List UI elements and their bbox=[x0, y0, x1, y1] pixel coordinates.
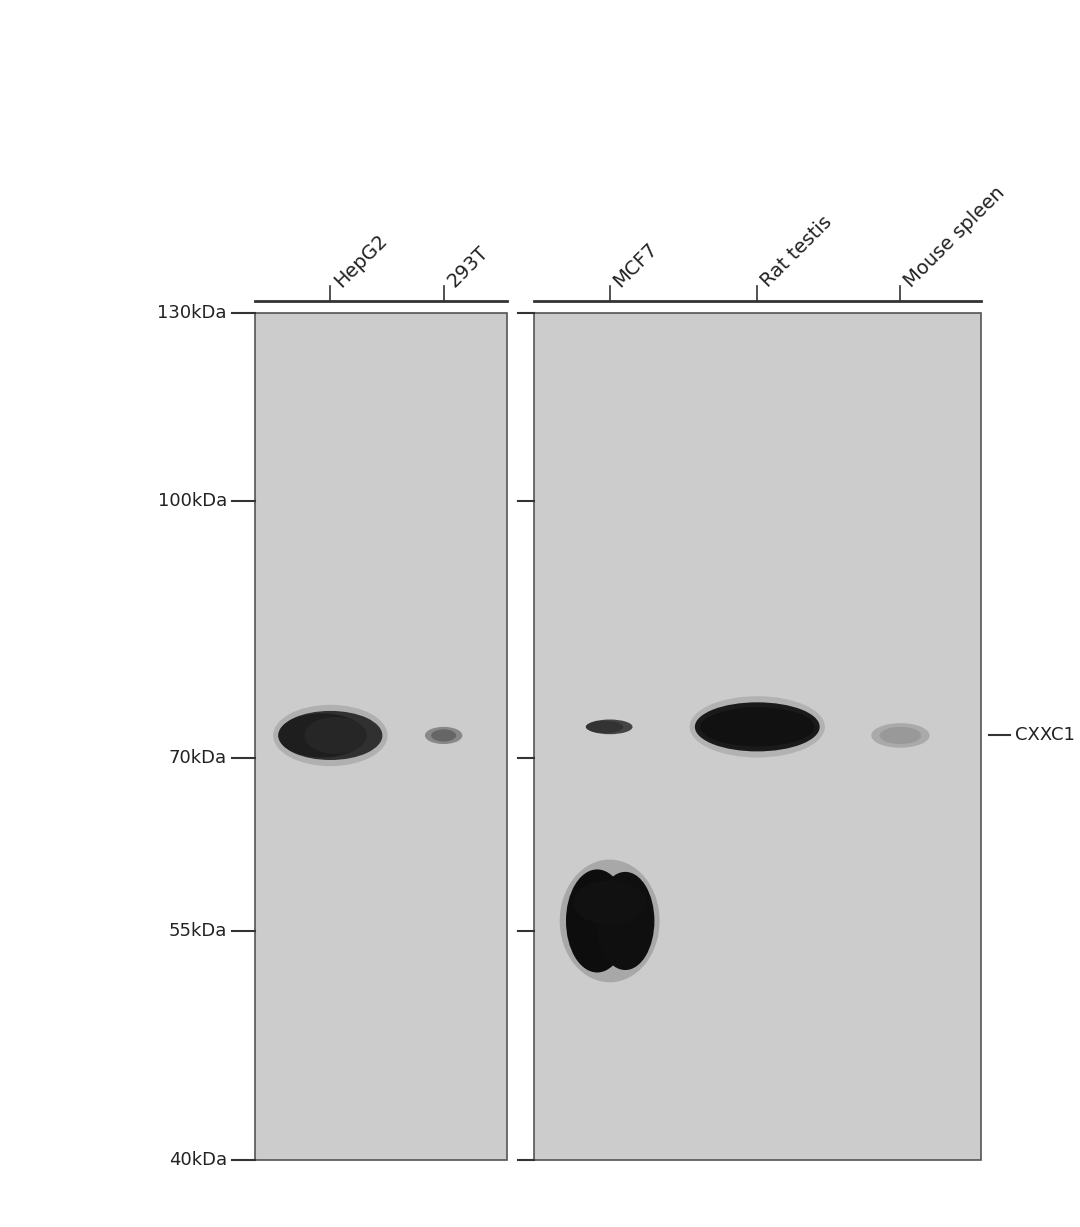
Text: 100kDa: 100kDa bbox=[158, 492, 227, 510]
Ellipse shape bbox=[596, 872, 654, 971]
Ellipse shape bbox=[559, 860, 660, 983]
Text: 130kDa: 130kDa bbox=[158, 304, 227, 321]
Ellipse shape bbox=[573, 881, 646, 925]
Ellipse shape bbox=[566, 870, 629, 973]
Text: MCF7: MCF7 bbox=[610, 239, 661, 291]
Bar bbox=[255, 313, 507, 1160]
Ellipse shape bbox=[879, 726, 921, 744]
Ellipse shape bbox=[279, 713, 366, 757]
Ellipse shape bbox=[694, 702, 820, 751]
Ellipse shape bbox=[431, 729, 456, 741]
Ellipse shape bbox=[273, 704, 388, 766]
Text: CXXC1: CXXC1 bbox=[1015, 726, 1075, 745]
Text: HepG2: HepG2 bbox=[330, 231, 391, 291]
Ellipse shape bbox=[872, 723, 930, 747]
Bar bbox=[534, 313, 981, 1160]
Ellipse shape bbox=[568, 897, 651, 958]
Ellipse shape bbox=[305, 717, 367, 753]
Text: 40kDa: 40kDa bbox=[168, 1151, 227, 1168]
Ellipse shape bbox=[424, 726, 462, 744]
Text: Rat testis: Rat testis bbox=[757, 212, 836, 291]
Ellipse shape bbox=[586, 719, 633, 734]
Text: 70kDa: 70kDa bbox=[168, 748, 227, 767]
Ellipse shape bbox=[279, 710, 382, 760]
Ellipse shape bbox=[585, 720, 623, 733]
Text: 55kDa: 55kDa bbox=[168, 921, 227, 940]
Ellipse shape bbox=[700, 707, 814, 746]
Ellipse shape bbox=[690, 696, 825, 757]
Ellipse shape bbox=[705, 708, 799, 733]
Text: 293T: 293T bbox=[444, 243, 491, 291]
Text: Mouse spleen: Mouse spleen bbox=[901, 183, 1009, 291]
